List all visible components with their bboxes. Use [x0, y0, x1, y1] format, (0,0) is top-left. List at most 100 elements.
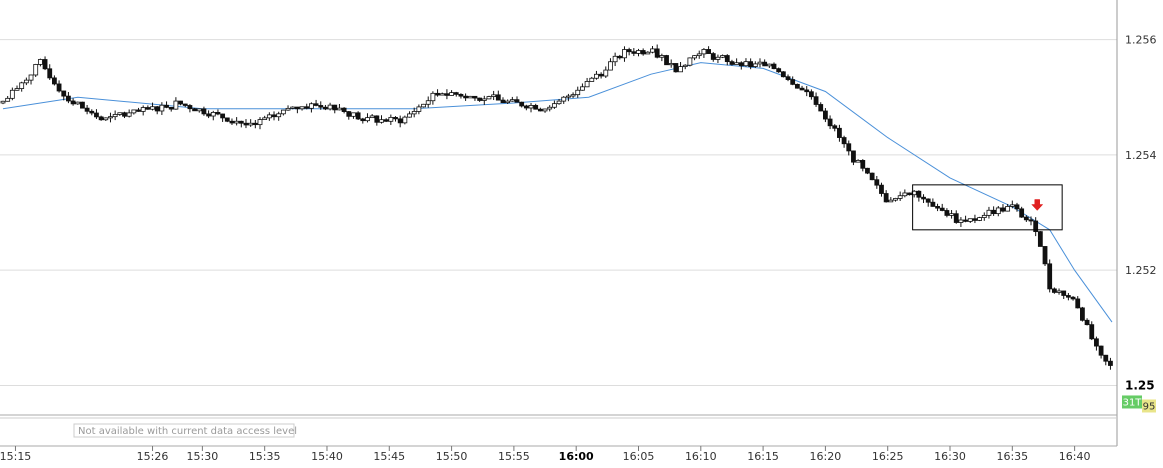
- x-tick-label: 16:30: [934, 450, 966, 463]
- candle-body: [131, 109, 137, 114]
- candle-body: [790, 79, 796, 85]
- candle-body: [1037, 231, 1043, 247]
- candle-body: [257, 119, 263, 126]
- candle-body: [556, 100, 562, 105]
- candle-body: [869, 172, 875, 181]
- candle-body: [645, 51, 651, 55]
- candle-body: [682, 64, 688, 67]
- candle-body: [921, 196, 926, 200]
- candle-body: [80, 101, 85, 109]
- candle-body: [818, 104, 824, 112]
- candle-body: [243, 122, 249, 126]
- candle-body: [150, 106, 155, 110]
- candle-body: [210, 111, 216, 117]
- candle-body: [1080, 307, 1085, 321]
- candle-body: [98, 116, 104, 121]
- y-tick-label: 1.256: [1125, 34, 1157, 47]
- consolidation-box: [912, 184, 1063, 231]
- candle-body: [664, 55, 669, 66]
- candle-body: [981, 214, 987, 218]
- candle-body: [939, 207, 945, 211]
- candle-body: [425, 100, 431, 105]
- last-price-label: 31T: [1123, 397, 1143, 408]
- y-tick-label: 1.25: [1125, 378, 1155, 392]
- candle-body: [94, 112, 99, 118]
- candle-body: [126, 112, 132, 117]
- grid: [0, 39, 1117, 386]
- candle-body: [715, 56, 721, 60]
- candle-body: [542, 108, 548, 112]
- candle-body: [972, 218, 978, 221]
- x-tick-label: 16:20: [810, 450, 842, 463]
- candle-body: [776, 68, 782, 73]
- candle-body: [949, 213, 954, 216]
- candle-body: [692, 55, 697, 59]
- candle-body: [650, 48, 655, 53]
- candle-body: [780, 71, 786, 78]
- candle-body: [626, 49, 632, 53]
- signal-down-arrow: [1031, 199, 1044, 211]
- x-tick-label: 15:35: [249, 450, 281, 463]
- candle-body: [580, 86, 585, 91]
- candle-body: [799, 87, 805, 91]
- candle-body: [841, 137, 847, 145]
- candle-body: [52, 77, 57, 85]
- x-tick-label: 16:25: [872, 450, 904, 463]
- candle-body: [84, 107, 90, 112]
- candle-body: [435, 92, 440, 96]
- candle-body: [673, 63, 679, 73]
- candle-body: [280, 109, 286, 115]
- candle-body: [453, 92, 459, 95]
- candle-body: [337, 107, 342, 111]
- x-tick-label: 16:10: [685, 450, 717, 463]
- candle-body: [201, 108, 207, 115]
- candle-body: [874, 179, 880, 186]
- candle-body: [883, 193, 889, 203]
- candle-body: [444, 93, 450, 96]
- candle-body: [547, 106, 553, 110]
- candles: [0, 44, 1113, 370]
- candle-body: [224, 117, 230, 122]
- candle-body: [388, 116, 394, 122]
- moving-average: [2, 62, 1113, 323]
- candle-body: [514, 99, 520, 103]
- candle-body: [594, 73, 599, 79]
- candle-body: [589, 77, 595, 82]
- data-access-note-box: [73, 423, 295, 438]
- candle-body: [925, 198, 931, 203]
- candle-body: [168, 106, 174, 110]
- candle-body: [612, 55, 618, 63]
- x-tick-label: 16:00: [559, 450, 594, 463]
- candle-body: [402, 116, 408, 124]
- candle-body: [1019, 208, 1025, 218]
- candle-body: [1009, 204, 1015, 207]
- candle-body: [902, 192, 908, 197]
- candle-body: [1028, 219, 1034, 222]
- candle-body: [1075, 298, 1081, 309]
- candle-body: [397, 118, 403, 124]
- candle-body: [584, 81, 590, 88]
- candle-body: [355, 112, 361, 120]
- candle-body: [724, 55, 730, 63]
- candle-body: [327, 104, 333, 110]
- candle-body: [318, 105, 324, 108]
- candle-body: [813, 96, 819, 105]
- candle-body: [486, 96, 492, 100]
- candle-body: [505, 100, 511, 104]
- candle-body: [1061, 290, 1067, 296]
- candle-body: [1033, 220, 1039, 233]
- candle-body: [229, 120, 235, 124]
- candle-body: [252, 122, 258, 126]
- candle-body: [710, 53, 716, 60]
- candle-body: [977, 217, 983, 221]
- candle-body: [407, 113, 412, 118]
- candle-body: [991, 209, 997, 215]
- candle-body: [734, 62, 740, 65]
- candle-body: [1051, 288, 1057, 293]
- candle-body: [720, 55, 726, 58]
- candle-body: [309, 103, 314, 109]
- candle-body: [986, 209, 992, 216]
- candle-body: [70, 100, 76, 105]
- candle-body: [771, 63, 777, 70]
- candle-body: [66, 95, 71, 102]
